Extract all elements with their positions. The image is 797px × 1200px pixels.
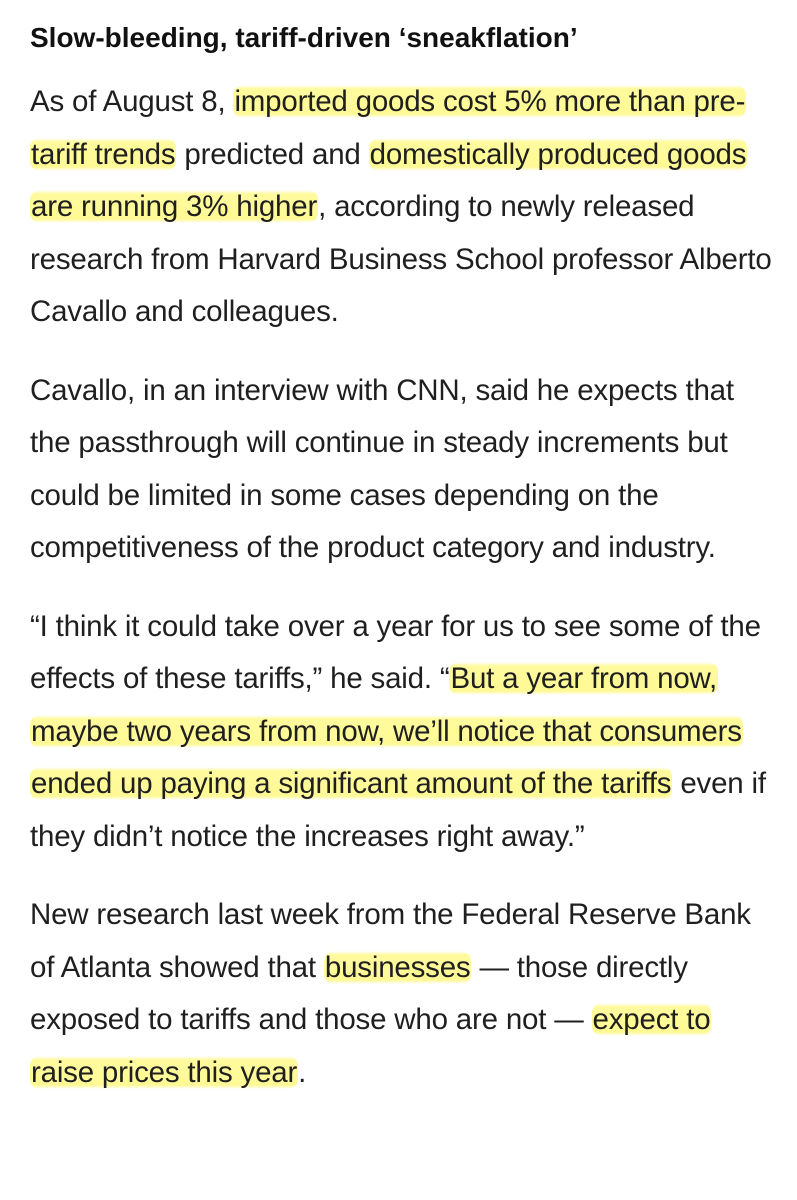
paragraph-3-text-2: even if they didn’t notice the increases… bbox=[30, 767, 766, 853]
section-headline: Slow-bleeding, tariff-driven ‘sneakflati… bbox=[30, 22, 578, 53]
paragraph-4-text-2: — those directly exposed to tariffs and … bbox=[30, 950, 688, 1037]
paragraph-1-text-2: predicted and bbox=[176, 137, 369, 171]
article-body: Slow-bleeding, tariff-driven ‘sneakflati… bbox=[30, 20, 775, 1125]
paragraph-1-text-3: , according to newly released research f… bbox=[30, 190, 772, 328]
paragraph-1-text-1: As of August 8, bbox=[30, 85, 234, 118]
highlight-businesses: businesses bbox=[323, 950, 472, 984]
paragraph-4: New research last week from the Federal … bbox=[30, 889, 775, 1099]
paragraph-3: “I think it could take over a year for u… bbox=[30, 601, 775, 864]
paragraph-4-text-1: New research last week from the Federal … bbox=[30, 898, 751, 984]
paragraph-4-text-3: . bbox=[298, 1055, 307, 1089]
paragraph-2: Cavallo, in an interview with CNN, said … bbox=[30, 373, 734, 565]
paragraph-3-text-1: “I think it could take over a year for u… bbox=[30, 609, 761, 696]
paragraph-1: As of August 8, imported goods cost 5% m… bbox=[30, 76, 775, 339]
